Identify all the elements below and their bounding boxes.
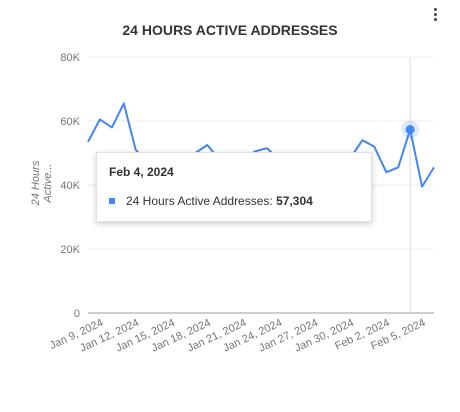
tooltip-value: 57,304 bbox=[276, 194, 313, 208]
tooltip-series-label: 24 Hours Active Addresses: bbox=[126, 194, 273, 208]
y-tick-label: 20K bbox=[60, 244, 80, 256]
y-tick-label: 60K bbox=[60, 116, 80, 128]
y-tick-label: 80K bbox=[60, 52, 80, 64]
chart-title: 24 HOURS ACTIVE ADDRESSES bbox=[122, 22, 338, 38]
tooltip-date: Feb 4, 2024 bbox=[109, 165, 174, 179]
series-color-swatch bbox=[109, 198, 115, 204]
highlight-point bbox=[405, 125, 415, 135]
tooltip-row: 24 Hours Active Addresses: 57,304 bbox=[109, 194, 313, 208]
y-tick-label: 40K bbox=[60, 180, 80, 192]
chart-tooltip: Feb 4, 2024 24 Hours Active Addresses: 5… bbox=[96, 152, 372, 222]
y-tick-label: 0 bbox=[74, 308, 80, 320]
y-axis-title: 24 HoursActive... bbox=[30, 160, 54, 206]
more-vert-icon[interactable] bbox=[430, 6, 440, 26]
